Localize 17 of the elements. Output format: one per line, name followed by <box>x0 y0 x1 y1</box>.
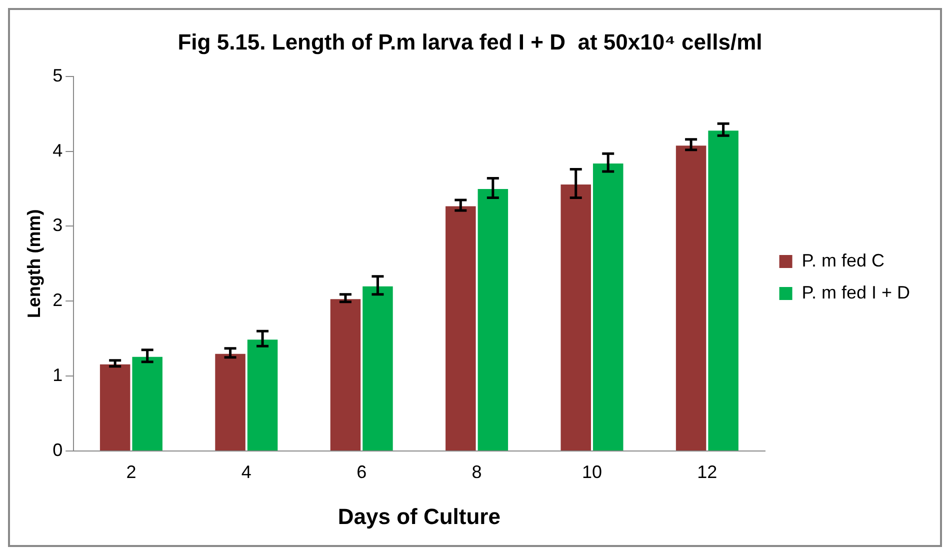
y-tick-label: 2 <box>52 290 63 310</box>
legend-label: P. m fed C <box>802 250 884 270</box>
x-tick-label: 10 <box>582 462 602 482</box>
x-tick-label: 12 <box>697 462 718 482</box>
y-tick-label: 1 <box>52 365 63 386</box>
x-tick-label: 6 <box>356 462 367 482</box>
y-axis-title: Length (mm) <box>24 209 44 318</box>
x-tick-label: 8 <box>472 462 482 482</box>
x-tick-label: 2 <box>126 462 136 482</box>
x-axis-title: Days of Culture <box>338 504 500 529</box>
y-tick-label: 5 <box>52 65 63 86</box>
y-tick-label: 0 <box>52 440 63 460</box>
legend-label: P. m fed I + D <box>802 282 910 302</box>
x-tick-label: 4 <box>241 462 252 482</box>
chart-title: Fig 5.15. Length of P.m larva fed I + D at 50x10⁴ cells/ml <box>178 29 762 54</box>
y-tick-label: 3 <box>52 215 63 236</box>
y-tick-label: 4 <box>52 140 63 160</box>
